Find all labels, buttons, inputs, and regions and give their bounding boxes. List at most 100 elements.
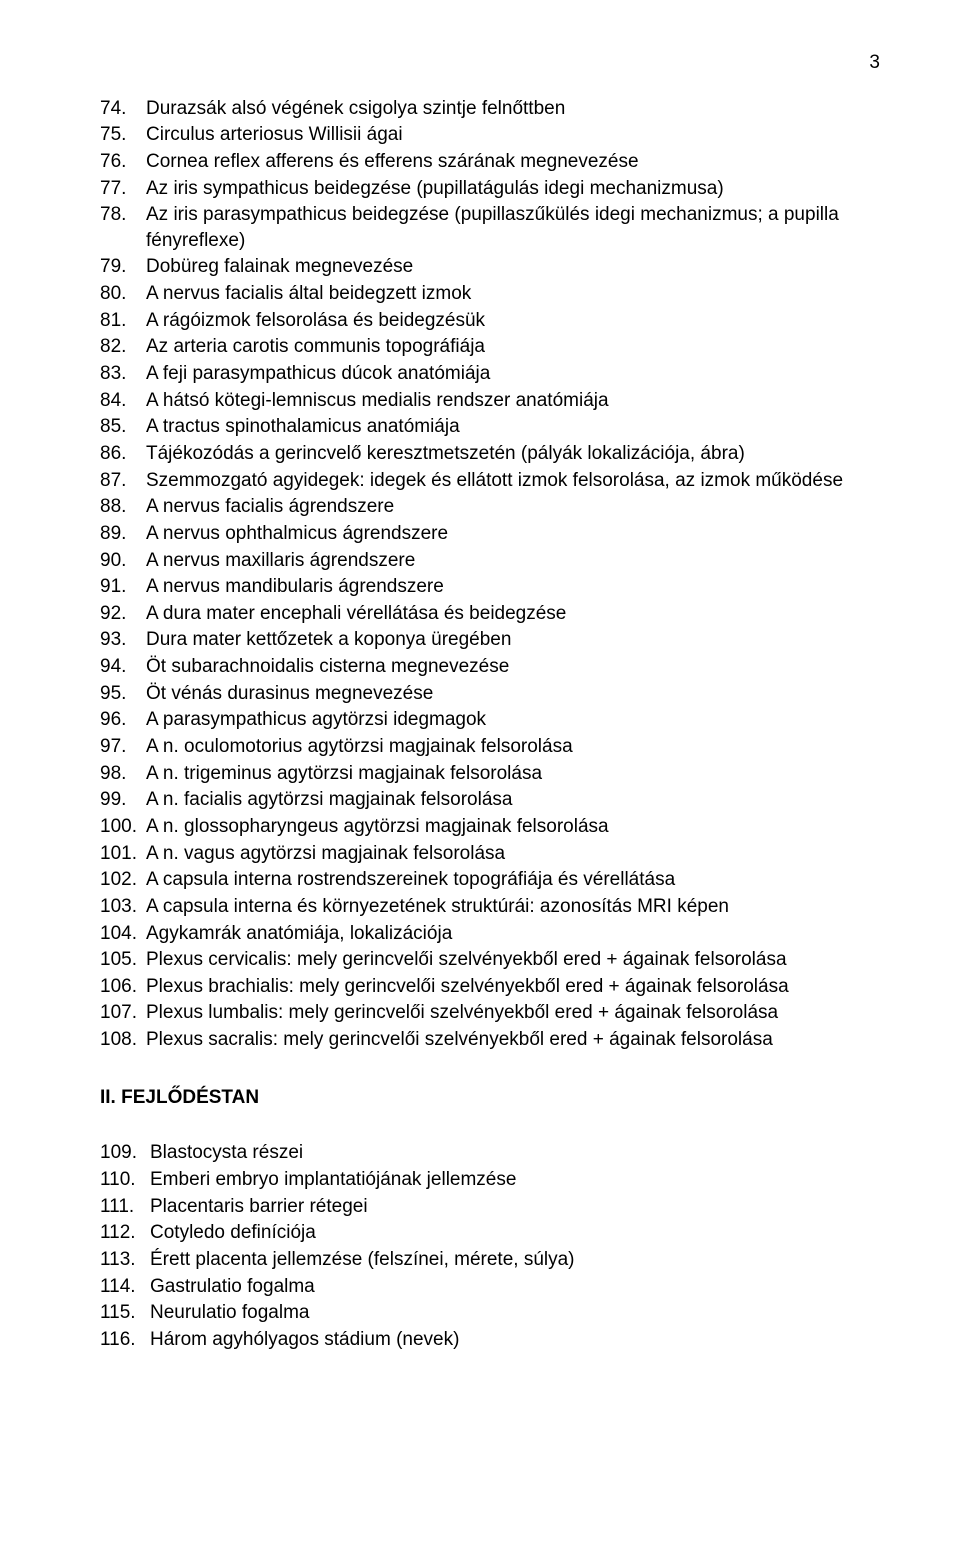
- list-item: 74.Durazsák alsó végének csigolya szintj…: [100, 96, 880, 122]
- list-item-text: Blastocysta részei: [150, 1140, 880, 1166]
- list-item: 111.Placentaris barrier rétegei: [100, 1194, 880, 1220]
- list-item-text: Az iris sympathicus beidegzése (pupillat…: [146, 176, 880, 202]
- list-item-number: 94.: [100, 654, 146, 680]
- numbered-list-main: 74.Durazsák alsó végének csigolya szintj…: [100, 96, 880, 1053]
- list-item: 81.A rágóizmok felsorolása és beidegzésü…: [100, 308, 880, 334]
- list-item: 92.A dura mater encephali vérellátása és…: [100, 601, 880, 627]
- list-item: 110.Emberi embryo implantatiójának jelle…: [100, 1167, 880, 1193]
- list-item-text: A parasympathicus agytörzsi idegmagok: [146, 707, 880, 733]
- list-item-number: 107.: [100, 1000, 146, 1026]
- list-item-number: 109.: [100, 1140, 150, 1166]
- list-item: 94.Öt subarachnoidalis cisterna megnevez…: [100, 654, 880, 680]
- list-item-number: 108.: [100, 1027, 146, 1053]
- list-item-text: Érett placenta jellemzése (felszínei, mé…: [150, 1247, 880, 1273]
- list-item: 116.Három agyhólyagos stádium (nevek): [100, 1327, 880, 1353]
- list-item: 93.Dura mater kettőzetek a koponya üregé…: [100, 627, 880, 653]
- list-item-text: A tractus spinothalamicus anatómiája: [146, 414, 880, 440]
- list-item-number: 105.: [100, 947, 146, 973]
- list-item: 76.Cornea reflex afferens és efferens sz…: [100, 149, 880, 175]
- list-item: 98.A n. trigeminus agytörzsi magjainak f…: [100, 761, 880, 787]
- list-item-number: 103.: [100, 894, 146, 920]
- list-item-number: 104.: [100, 921, 146, 947]
- list-item-number: 110.: [100, 1167, 150, 1193]
- list-item-text: Az iris parasympathicus beidegzése (pupi…: [146, 202, 880, 253]
- list-item-number: 95.: [100, 681, 146, 707]
- list-item: 107.Plexus lumbalis: mely gerincvelői sz…: [100, 1000, 880, 1026]
- list-item: 112.Cotyledo definíciója: [100, 1220, 880, 1246]
- list-item: 100.A n. glossopharyngeus agytörzsi magj…: [100, 814, 880, 840]
- list-item-number: 82.: [100, 334, 146, 360]
- list-item-number: 113.: [100, 1247, 150, 1273]
- list-item-text: A rágóizmok felsorolása és beidegzésük: [146, 308, 880, 334]
- list-item-text: Plexus sacralis: mely gerincvelői szelvé…: [146, 1027, 880, 1053]
- list-item-text: Tájékozódás a gerincvelő keresztmetszeté…: [146, 441, 880, 467]
- list-item: 89.A nervus ophthalmicus ágrendszere: [100, 521, 880, 547]
- list-item-text: A capsula interna rostrendszereinek topo…: [146, 867, 880, 893]
- list-item-text: A nervus maxillaris ágrendszere: [146, 548, 880, 574]
- list-item-number: 114.: [100, 1274, 150, 1300]
- list-item: 102.A capsula interna rostrendszereinek …: [100, 867, 880, 893]
- numbered-list-sub: 109.Blastocysta részei110.Emberi embryo …: [100, 1140, 880, 1352]
- list-item-text: A n. glossopharyngeus agytörzsi magjaina…: [146, 814, 880, 840]
- list-item: 78.Az iris parasympathicus beidegzése (p…: [100, 202, 880, 253]
- list-item-number: 99.: [100, 787, 146, 813]
- list-item: 90.A nervus maxillaris ágrendszere: [100, 548, 880, 574]
- list-item: 113.Érett placenta jellemzése (felszínei…: [100, 1247, 880, 1273]
- list-item-text: Agykamrák anatómiája, lokalizációja: [146, 921, 880, 947]
- list-item-text: A n. facialis agytörzsi magjainak felsor…: [146, 787, 880, 813]
- list-item-number: 75.: [100, 122, 146, 148]
- list-item-text: A n. vagus agytörzsi magjainak felsorolá…: [146, 841, 880, 867]
- list-item-number: 92.: [100, 601, 146, 627]
- list-item: 85.A tractus spinothalamicus anatómiája: [100, 414, 880, 440]
- list-item-text: Placentaris barrier rétegei: [150, 1194, 880, 1220]
- list-item: 88.A nervus facialis ágrendszere: [100, 494, 880, 520]
- list-item-text: Neurulatio fogalma: [150, 1300, 880, 1326]
- list-item-number: 85.: [100, 414, 146, 440]
- list-item: 115.Neurulatio fogalma: [100, 1300, 880, 1326]
- list-item-text: Dobüreg falainak megnevezése: [146, 254, 880, 280]
- list-item-text: Durazsák alsó végének csigolya szintje f…: [146, 96, 880, 122]
- list-item-text: Cotyledo definíciója: [150, 1220, 880, 1246]
- list-item-number: 87.: [100, 468, 146, 494]
- list-item: 84.A hátsó kötegi-lemniscus medialis ren…: [100, 388, 880, 414]
- list-item: 95.Öt vénás durasinus megnevezése: [100, 681, 880, 707]
- list-item-text: Dura mater kettőzetek a koponya üregében: [146, 627, 880, 653]
- list-item-text: Három agyhólyagos stádium (nevek): [150, 1327, 880, 1353]
- list-item-number: 98.: [100, 761, 146, 787]
- list-item-text: Öt subarachnoidalis cisterna megnevezése: [146, 654, 880, 680]
- list-item-number: 89.: [100, 521, 146, 547]
- list-item-number: 111.: [100, 1194, 150, 1220]
- list-item-number: 116.: [100, 1327, 150, 1353]
- list-item-number: 91.: [100, 574, 146, 600]
- list-item-text: A nervus facialis ágrendszere: [146, 494, 880, 520]
- list-item-text: Emberi embryo implantatiójának jellemzés…: [150, 1167, 880, 1193]
- list-item-text: A feji parasympathicus dúcok anatómiája: [146, 361, 880, 387]
- list-item-number: 93.: [100, 627, 146, 653]
- list-item-text: A nervus facialis által beidegzett izmok: [146, 281, 880, 307]
- list-item-number: 100.: [100, 814, 146, 840]
- list-item-number: 79.: [100, 254, 146, 280]
- list-item: 82.Az arteria carotis communis topográfi…: [100, 334, 880, 360]
- list-item-number: 97.: [100, 734, 146, 760]
- list-item: 99.A n. facialis agytörzsi magjainak fel…: [100, 787, 880, 813]
- list-item-number: 77.: [100, 176, 146, 202]
- list-item: 104.Agykamrák anatómiája, lokalizációja: [100, 921, 880, 947]
- list-item-number: 88.: [100, 494, 146, 520]
- list-item-number: 115.: [100, 1300, 150, 1326]
- list-item-number: 106.: [100, 974, 146, 1000]
- list-item: 86.Tájékozódás a gerincvelő keresztmetsz…: [100, 441, 880, 467]
- list-item-number: 112.: [100, 1220, 150, 1246]
- list-item-number: 74.: [100, 96, 146, 122]
- list-item: 103.A capsula interna és környezetének s…: [100, 894, 880, 920]
- list-item: 75.Circulus arteriosus Willisii ágai: [100, 122, 880, 148]
- list-item-text: Plexus lumbalis: mely gerincvelői szelvé…: [146, 1000, 880, 1026]
- list-item-number: 96.: [100, 707, 146, 733]
- list-item-number: 86.: [100, 441, 146, 467]
- list-item-number: 80.: [100, 281, 146, 307]
- list-item: 101.A n. vagus agytörzsi magjainak felso…: [100, 841, 880, 867]
- list-item-text: Gastrulatio fogalma: [150, 1274, 880, 1300]
- list-item-number: 101.: [100, 841, 146, 867]
- list-item-text: A capsula interna és környezetének struk…: [146, 894, 880, 920]
- list-item-number: 76.: [100, 149, 146, 175]
- list-item: 96.A parasympathicus agytörzsi idegmagok: [100, 707, 880, 733]
